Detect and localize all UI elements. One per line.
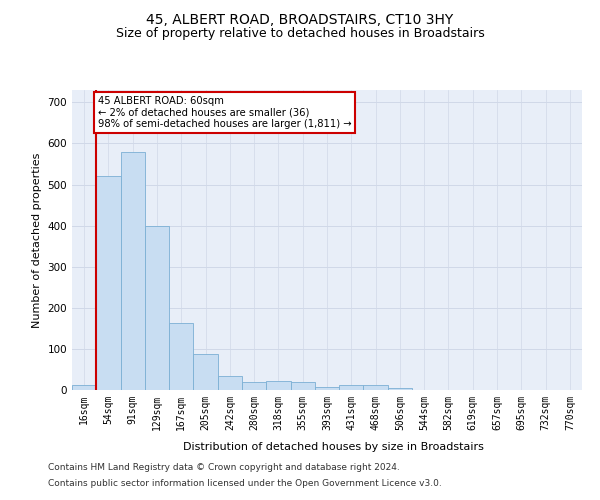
- Bar: [364, 385, 388, 390]
- Text: Contains HM Land Registry data © Crown copyright and database right 2024.: Contains HM Land Registry data © Crown c…: [48, 464, 400, 472]
- Bar: [121, 152, 145, 390]
- Bar: [266, 381, 290, 390]
- Text: Distribution of detached houses by size in Broadstairs: Distribution of detached houses by size …: [182, 442, 484, 452]
- Bar: [169, 323, 193, 390]
- Text: Contains public sector information licensed under the Open Government Licence v3: Contains public sector information licen…: [48, 478, 442, 488]
- Text: Size of property relative to detached houses in Broadstairs: Size of property relative to detached ho…: [116, 28, 484, 40]
- Bar: [72, 384, 96, 390]
- Bar: [96, 176, 121, 390]
- Bar: [388, 388, 412, 390]
- Bar: [218, 376, 242, 390]
- Bar: [339, 385, 364, 390]
- Bar: [290, 382, 315, 390]
- Y-axis label: Number of detached properties: Number of detached properties: [32, 152, 42, 328]
- Bar: [145, 226, 169, 390]
- Text: 45 ALBERT ROAD: 60sqm
← 2% of detached houses are smaller (36)
98% of semi-detac: 45 ALBERT ROAD: 60sqm ← 2% of detached h…: [97, 96, 351, 130]
- Bar: [242, 382, 266, 390]
- Text: 45, ALBERT ROAD, BROADSTAIRS, CT10 3HY: 45, ALBERT ROAD, BROADSTAIRS, CT10 3HY: [146, 12, 454, 26]
- Bar: [315, 386, 339, 390]
- Bar: [193, 354, 218, 390]
